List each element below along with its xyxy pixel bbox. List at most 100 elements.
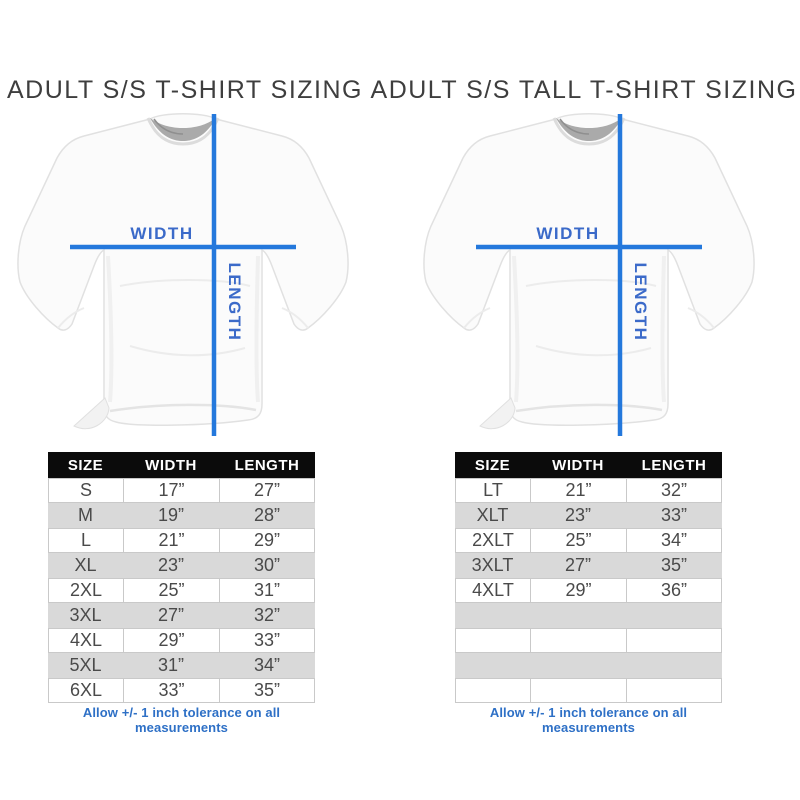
cell-length (626, 653, 722, 678)
cell-size: 3XL (48, 603, 123, 628)
tshirt-illustration: WIDTH LENGTH (17, 113, 349, 436)
table-row: 2XL 25” 31” (48, 578, 315, 603)
tshirt-diagram-regular: WIDTH LENGTH (10, 106, 360, 446)
cell-length: 29” (219, 528, 315, 553)
cell-width: 21” (530, 478, 626, 503)
panel-title-regular: ADULT S/S T-SHIRT SIZING (7, 76, 363, 104)
header-length: LENGTH (234, 456, 300, 474)
width-label: WIDTH (536, 224, 599, 243)
cell-size: 4XL (48, 628, 123, 653)
collar-band (146, 117, 220, 146)
table-row: M 19” 28” (48, 503, 315, 528)
header-width: WIDTH (552, 456, 604, 474)
cell-length: 27” (219, 478, 315, 503)
table-row: 4XL 29” 33” (48, 628, 315, 653)
tshirt-illustration: WIDTH LENGTH (423, 113, 755, 436)
table-row: XL 23” 30” (48, 553, 315, 578)
cell-length: 30” (219, 553, 315, 578)
cell-width: 27” (530, 553, 626, 578)
table-row: LT 21” 32” (455, 478, 722, 503)
tshirt-diagram-tall: WIDTH LENGTH (416, 106, 766, 446)
panel-title-tall: ADULT S/S TALL T-SHIRT SIZING (370, 76, 798, 104)
size-table-tall: SIZE WIDTH LENGTH LT 21” 32” XLT 23” 33”… (455, 452, 722, 703)
cell-length (626, 678, 722, 703)
cell-width: 23” (530, 503, 626, 528)
cell-size: 6XL (48, 678, 123, 703)
table-row: L 21” 29” (48, 528, 315, 553)
tshirt-body (17, 113, 349, 426)
cell-size: L (48, 528, 123, 553)
tolerance-note: Allow +/- 1 inch tolerance on all measur… (82, 705, 281, 735)
size-table-regular: SIZE WIDTH LENGTH S 17” 27” M 19” 28” L … (48, 452, 315, 703)
cell-length: 32” (626, 478, 722, 503)
table-row: S 17” 27” (48, 478, 315, 503)
cell-size (455, 678, 530, 703)
cell-size: XLT (455, 503, 530, 528)
cell-length: 36” (626, 578, 722, 603)
hem-fold (73, 397, 110, 430)
cell-width (530, 653, 626, 678)
width-label: WIDTH (130, 224, 193, 243)
table-row: 6XL 33” 35” (48, 678, 315, 703)
table-row-empty (455, 678, 722, 703)
cell-length: 32” (219, 603, 315, 628)
table-header-row: SIZE WIDTH LENGTH (455, 452, 722, 478)
table-row: 3XLT 27” 35” (455, 553, 722, 578)
cell-width: 19” (123, 503, 219, 528)
cell-width (530, 603, 626, 628)
cell-size: LT (455, 478, 530, 503)
fabric-wrinkles (463, 255, 715, 413)
table-header-row: SIZE WIDTH LENGTH (48, 452, 315, 478)
cell-width: 25” (123, 578, 219, 603)
cell-length: 31” (219, 578, 315, 603)
cell-width: 25” (530, 528, 626, 553)
collar-shadow (559, 118, 590, 135)
collar-opening (150, 118, 216, 141)
fabric-wrinkles (57, 255, 309, 413)
cell-size (455, 628, 530, 653)
cell-size (455, 653, 530, 678)
length-label: LENGTH (631, 263, 650, 342)
cell-length: 35” (219, 678, 315, 703)
header-length: LENGTH (641, 456, 707, 474)
table-row-empty (455, 603, 722, 628)
tolerance-note: Allow +/- 1 inch tolerance on all measur… (489, 705, 688, 735)
hem-fold (479, 397, 516, 430)
cell-size: 3XLT (455, 553, 530, 578)
table-row-empty (455, 653, 722, 678)
cell-length: 34” (626, 528, 722, 553)
cell-length: 28” (219, 503, 315, 528)
collar-band (552, 117, 626, 146)
cell-width: 17” (123, 478, 219, 503)
table-row: 4XLT 29” 36” (455, 578, 722, 603)
cell-size: M (48, 503, 123, 528)
cell-width: 31” (123, 653, 219, 678)
cell-width (530, 628, 626, 653)
table-row: XLT 23” 33” (455, 503, 722, 528)
table-row: 5XL 31” 34” (48, 653, 315, 678)
header-size: SIZE (474, 456, 511, 474)
cell-size: XL (48, 553, 123, 578)
tshirt-body (423, 113, 755, 426)
cell-size: 5XL (48, 653, 123, 678)
cell-width: 29” (530, 578, 626, 603)
cell-length: 34” (219, 653, 315, 678)
cell-width: 33” (123, 678, 219, 703)
cell-length: 35” (626, 553, 722, 578)
cell-size: 4XLT (455, 578, 530, 603)
table-row-empty (455, 628, 722, 653)
cell-width: 29” (123, 628, 219, 653)
cell-size (455, 603, 530, 628)
cell-width: 27” (123, 603, 219, 628)
cell-length: 33” (219, 628, 315, 653)
cell-length (626, 603, 722, 628)
cell-width: 23” (123, 553, 219, 578)
header-size: SIZE (67, 456, 104, 474)
cell-length (626, 628, 722, 653)
cell-size: 2XLT (455, 528, 530, 553)
cell-size: S (48, 478, 123, 503)
cell-width: 21” (123, 528, 219, 553)
